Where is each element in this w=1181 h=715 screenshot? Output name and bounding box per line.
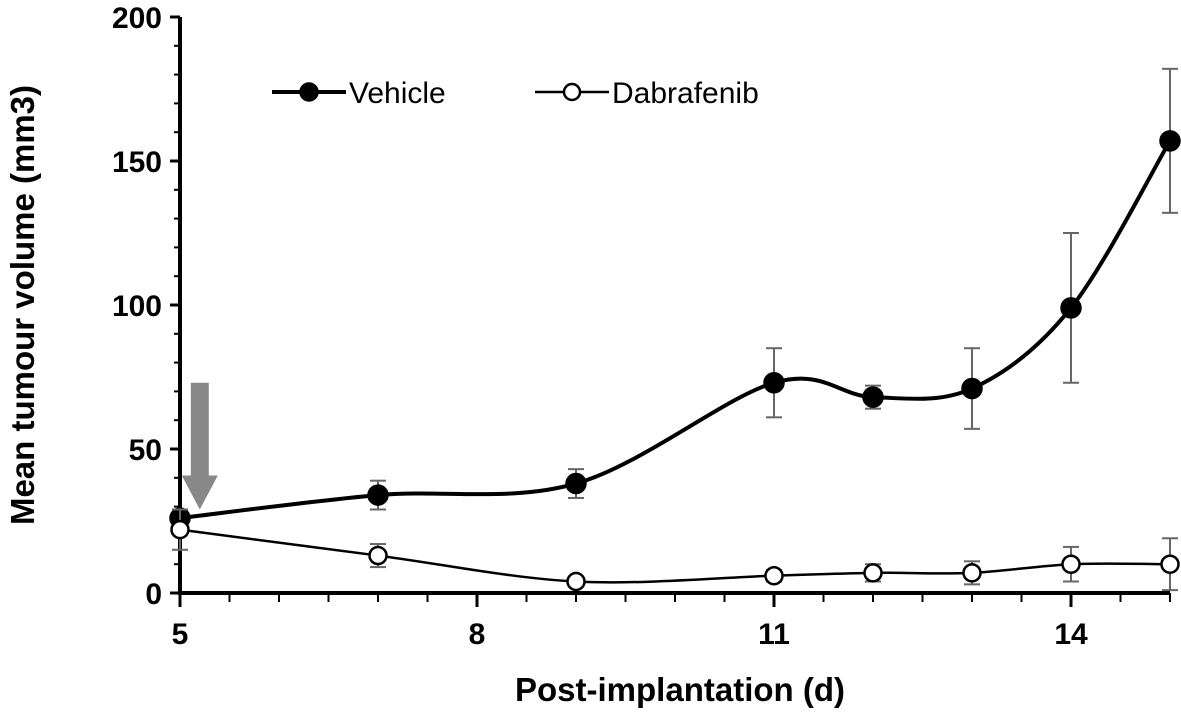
legend-swatch-marker <box>562 82 582 102</box>
data-point <box>566 571 586 592</box>
data-point <box>368 545 388 566</box>
x-tick-label: 11 <box>758 618 790 651</box>
data-point <box>170 519 190 540</box>
data-point <box>1061 554 1081 574</box>
data-point <box>863 563 883 583</box>
legend-label: Dabrafenib <box>612 77 759 110</box>
treatment-start-arrow <box>181 382 218 510</box>
data-point <box>1159 130 1181 152</box>
data-point <box>1160 554 1180 574</box>
legend-item-vehicle: Vehicle <box>272 77 446 110</box>
y-tick-label: 0 <box>145 578 162 611</box>
data-point <box>565 472 587 495</box>
series-line <box>179 139 1172 521</box>
x-tick-label: 14 <box>1054 618 1088 651</box>
y-tick-label: 150 <box>112 146 162 179</box>
x-tick-label: 5 <box>172 618 189 651</box>
data-point <box>763 372 785 394</box>
y-tick-label: 50 <box>129 434 162 467</box>
series-vehicle <box>169 67 1181 529</box>
series-layer <box>169 67 1181 592</box>
y-tick-label: 100 <box>112 290 162 323</box>
axes: 0 50 100 150 200 5 8 11 14 <box>112 2 1171 651</box>
annotations <box>181 382 218 510</box>
data-point <box>1060 297 1082 319</box>
legend: Vehicle Dabrafenib <box>272 77 759 110</box>
legend-swatch-marker <box>299 82 319 102</box>
x-tick-label: 8 <box>469 618 486 651</box>
series-line <box>179 528 1171 584</box>
legend-item-dabrafenib: Dabrafenib <box>535 77 759 110</box>
data-point <box>862 386 884 408</box>
series-dabrafenib <box>170 508 1180 592</box>
data-point <box>367 484 389 506</box>
y-tick-label: 200 <box>112 2 162 35</box>
data-point <box>961 377 983 400</box>
y-axis-title: Mean tumour volume (mm3) <box>4 85 41 525</box>
legend-label: Vehicle <box>349 77 446 110</box>
data-point <box>764 565 784 586</box>
data-point <box>962 563 982 583</box>
x-axis-title: Post-implantation (d) <box>515 671 845 708</box>
